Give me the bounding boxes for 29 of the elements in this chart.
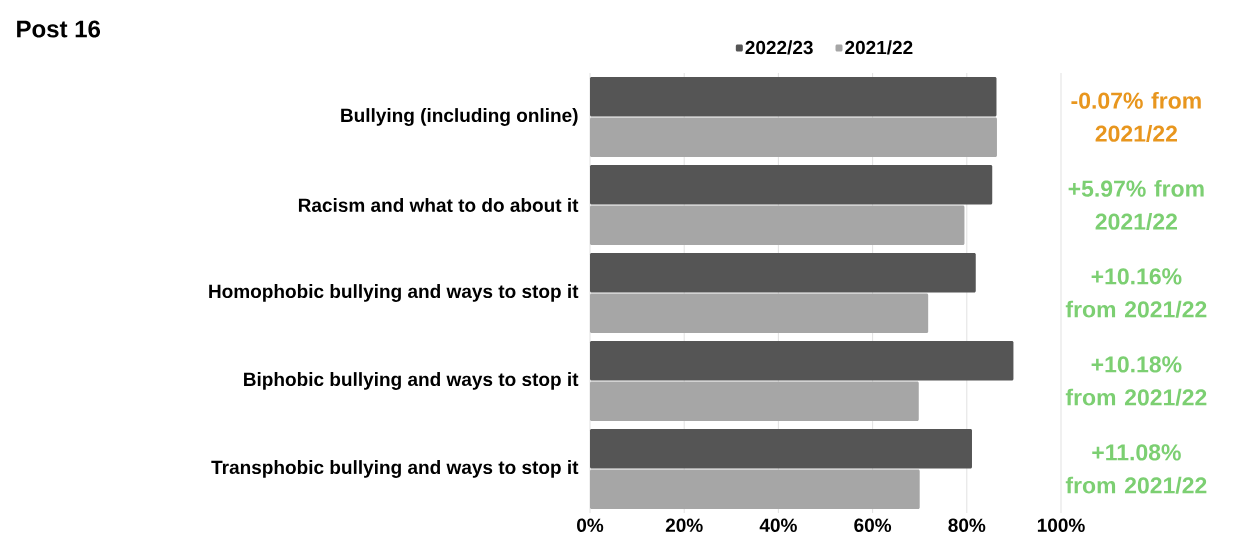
legend-label: 2022/23 (745, 40, 813, 55)
bar (590, 205, 965, 246)
text: -0.07% from 2021/22 (1071, 91, 1201, 143)
x-tick-label: 20% (665, 518, 703, 532)
bar (590, 117, 997, 158)
bar (590, 293, 929, 334)
text: +10.18% from 2021/22 (1065, 356, 1207, 406)
text: Post 16 (17, 20, 101, 38)
text: +11.08% from 2021/22 (1065, 444, 1207, 494)
legend-label: 2021/22 (845, 40, 913, 55)
y-tick-label: Transphobic bullying and ways to stop it (211, 460, 579, 478)
text: +10.16% from 2021/22 (1065, 268, 1207, 318)
x-tick-label: 0% (577, 518, 604, 532)
y-tick-label: Racism and what to do about it (298, 198, 579, 212)
y-tick-label: Bullying (including online) (341, 108, 578, 126)
text: +5.97% from 2021/22 (1068, 179, 1204, 231)
y-tick-label: Biphobic bullying and ways to stop it (244, 372, 579, 390)
bar (590, 76, 997, 117)
bar (590, 381, 919, 422)
x-tick-label: 60% (854, 518, 892, 532)
bar (590, 428, 972, 469)
x-tick-label: 40% (759, 518, 797, 532)
x-tick-label: 100% (1037, 518, 1085, 532)
bar (590, 252, 976, 293)
bar (590, 340, 1014, 381)
y-tick-label: Homophobic bullying and ways to stop it (209, 284, 579, 302)
x-tick-label: 80% (948, 518, 986, 532)
bar (590, 469, 920, 510)
bar (590, 164, 993, 205)
